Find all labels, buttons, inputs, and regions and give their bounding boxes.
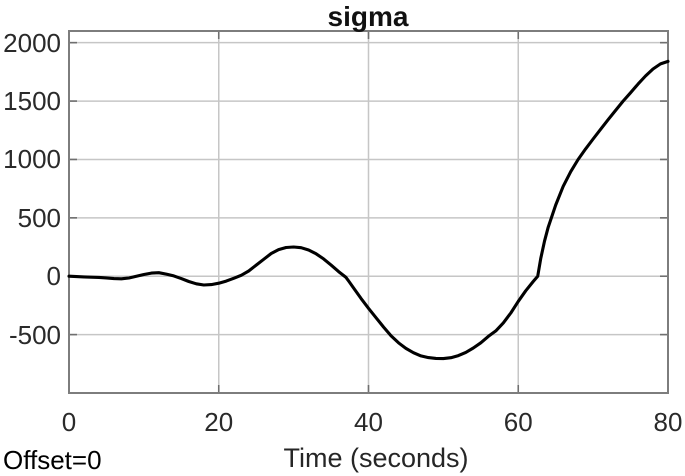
x-tick-label: 0: [61, 407, 77, 437]
grid-lines: [68, 31, 669, 393]
x-axis-label: Time (seconds): [283, 443, 469, 473]
y-tick-label: 2000: [3, 27, 61, 58]
y-tick-label: 500: [17, 202, 61, 233]
x-tick-label: 80: [653, 407, 683, 437]
chart-title: sigma: [327, 1, 409, 32]
y-tick-label: 1000: [3, 144, 61, 175]
axes-border: [68, 30, 669, 394]
y-tick-label: 1500: [3, 86, 61, 117]
x-tick-label: 60: [503, 407, 533, 437]
y-tick-label: -500: [8, 319, 61, 350]
x-tick-label: 40: [354, 407, 383, 437]
sigma-curve: [67, 59, 670, 361]
x-tick-label: 20: [204, 407, 234, 437]
offset-annotation: Offset=0: [3, 445, 102, 475]
y-tick-label: 0: [46, 261, 61, 292]
